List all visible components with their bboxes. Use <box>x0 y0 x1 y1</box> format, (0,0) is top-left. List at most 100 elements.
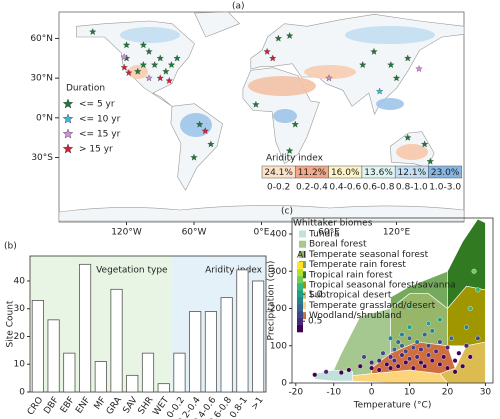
site-star <box>165 76 173 84</box>
site-star <box>285 31 294 39</box>
site-star <box>162 67 170 75</box>
x-tick-label: 10 <box>404 388 416 398</box>
site-star <box>167 61 176 69</box>
site-star <box>359 61 367 69</box>
site-star <box>145 74 153 82</box>
colorbar-step <box>297 290 303 298</box>
site-point <box>323 369 329 375</box>
bar <box>252 280 265 393</box>
site-point <box>369 360 375 366</box>
site-star <box>415 65 423 72</box>
y-tick-label: 60°N <box>30 34 53 44</box>
site-star <box>150 61 159 69</box>
site-point <box>376 367 382 373</box>
x-tick-label: 0 <box>369 388 375 398</box>
site-point <box>418 346 424 352</box>
aridity-category: 1.0-3.0 <box>429 183 461 193</box>
legend-label: <= 10 yr <box>79 115 121 125</box>
legend-label: Temperate grassland/desert <box>308 301 436 311</box>
site-star <box>122 41 131 49</box>
site-point <box>376 358 382 364</box>
aridity-category: 0-0.2 <box>267 183 290 193</box>
site-point <box>429 358 435 364</box>
chart-layer: (a) 120°W 60°W 0°E 60°E 120°E 60°N 30°N 0°N 30°S D… <box>4 2 494 419</box>
site-point <box>399 352 405 358</box>
site-point <box>384 361 390 367</box>
bar <box>220 297 233 393</box>
aridity-category: 0.4-0.6 <box>329 183 361 193</box>
bar <box>63 352 76 393</box>
site-star <box>404 133 412 141</box>
bar <box>141 352 155 393</box>
site-star <box>392 74 401 82</box>
site-point <box>346 367 352 373</box>
colorbar-step <box>297 304 303 312</box>
site-point <box>456 350 462 356</box>
site-point <box>391 346 397 352</box>
site-star <box>370 47 378 55</box>
site-point <box>422 363 428 369</box>
group-background <box>171 256 266 392</box>
colorbar-tick-label: 1.0 <box>308 290 323 300</box>
legend-star <box>62 128 74 139</box>
site-point <box>388 354 394 360</box>
panel-label: (c) <box>281 207 293 217</box>
site-star <box>190 153 198 161</box>
site-point <box>467 306 473 312</box>
x-tick-label: 60°E <box>318 228 340 238</box>
site-star <box>269 54 277 62</box>
site-star <box>195 120 204 128</box>
site-star <box>120 63 128 71</box>
site-point <box>369 365 375 371</box>
site-point <box>357 363 363 369</box>
x-tick-label: EBF <box>59 395 77 415</box>
legend-swatch <box>299 240 306 248</box>
site-star <box>426 157 434 165</box>
colorbar-step <box>297 297 303 305</box>
group-label: Aridity index <box>205 266 263 276</box>
x-tick-label: ENF <box>74 395 92 415</box>
site-star <box>134 67 142 75</box>
site-point <box>452 369 458 375</box>
patch <box>248 76 316 96</box>
bar <box>126 374 139 393</box>
site-star <box>120 53 128 61</box>
site-point <box>444 345 450 351</box>
site-point <box>399 343 405 349</box>
legend-label: <= 5 yr <box>79 100 115 110</box>
legend-label: <= 15 yr <box>79 130 121 140</box>
colorbar-step <box>297 311 303 319</box>
legend-label: Tundra <box>308 230 339 240</box>
site-point <box>426 320 432 326</box>
site-point <box>433 348 439 354</box>
site-point <box>338 370 344 376</box>
bar <box>236 269 249 393</box>
legend-label: Woodland/shrubland <box>309 311 402 321</box>
x-tick-label: GRA <box>105 395 125 417</box>
bar <box>110 288 123 393</box>
y-tick-label: 200 <box>270 304 287 314</box>
site-point <box>407 304 413 310</box>
patch <box>376 98 404 110</box>
y-tick-label: 100 <box>270 341 287 351</box>
site-point <box>467 354 473 360</box>
site-point <box>407 335 413 341</box>
panel-label: (b) <box>4 242 17 252</box>
bar <box>189 311 202 393</box>
site-point <box>471 268 477 274</box>
aridity-box <box>428 165 463 179</box>
bar <box>157 383 170 393</box>
x-tick-label: -10 <box>326 388 341 398</box>
continents <box>58 11 465 223</box>
y-tick-label: 20 <box>14 332 26 342</box>
site-star <box>173 54 181 62</box>
panel-label: (a) <box>232 2 245 12</box>
site-point <box>414 339 420 345</box>
site-point <box>444 365 450 371</box>
x-axis-label: Temperature (°C) <box>353 401 432 411</box>
y-tick-label: 10 <box>14 360 26 370</box>
colorbar-step <box>297 283 303 291</box>
site-star <box>420 140 429 148</box>
aridity-category: 0.2-0.4 <box>296 183 328 193</box>
y-tick-label: 0°N <box>36 113 53 123</box>
